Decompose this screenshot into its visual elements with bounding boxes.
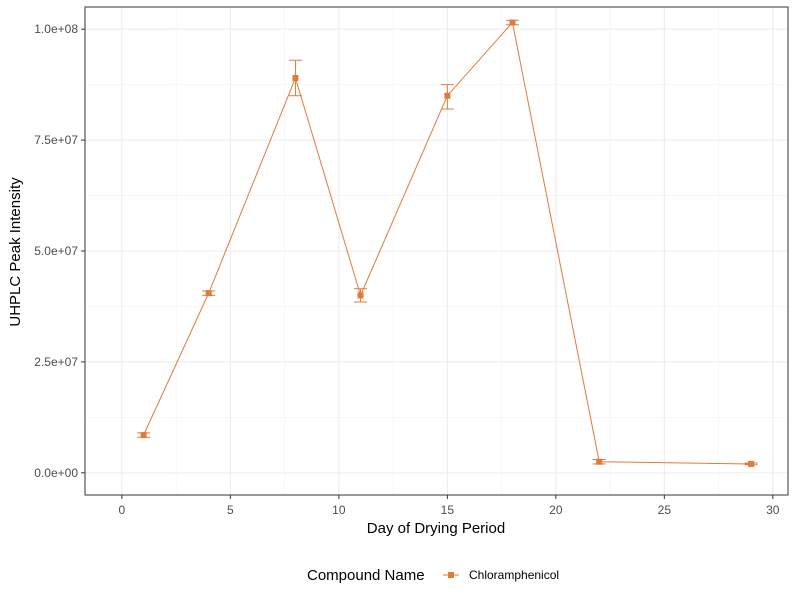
x-tick-label: 10 [332,503,346,517]
x-tick-label: 30 [766,503,780,517]
legend-item-chloramphenicol: Chloramphenicol [469,568,559,582]
legend-key-point [448,572,454,578]
y-tick-label: 2.5e+07 [34,355,78,369]
x-tick-label: 25 [658,503,672,517]
series-layer [137,19,758,467]
y-tick-label: 0.0e+00 [34,466,78,480]
data-point [205,290,212,297]
data-point [509,19,516,26]
legend-title: Compound Name [307,567,425,584]
x-tick-label: 20 [549,503,563,517]
x-tick-label: 0 [119,503,126,517]
data-point [292,74,299,81]
y-tick-label: 7.5e+07 [34,133,78,147]
x-axis-title: Day of Drying Period [367,520,505,537]
data-point [140,432,147,439]
data-point [596,458,603,465]
major-grid [85,7,788,495]
data-point [444,92,451,99]
legend: Compound Name Chloramphenicol [307,567,559,584]
y-axis-ticks: 0.0e+00 2.5e+07 5.0e+07 7.5e+07 1.0e+08 [34,22,85,480]
y-axis-title: UHPLC Peak Intensity [7,177,24,327]
y-tick-label: 1.0e+08 [34,22,78,36]
data-point [748,460,755,467]
data-point [357,292,364,299]
series-line [143,21,752,465]
x-tick-label: 5 [227,503,234,517]
x-tick-label: 15 [441,503,455,517]
y-tick-label: 5.0e+07 [34,244,78,258]
x-axis-ticks: 0 5 10 15 20 25 30 [119,495,780,517]
